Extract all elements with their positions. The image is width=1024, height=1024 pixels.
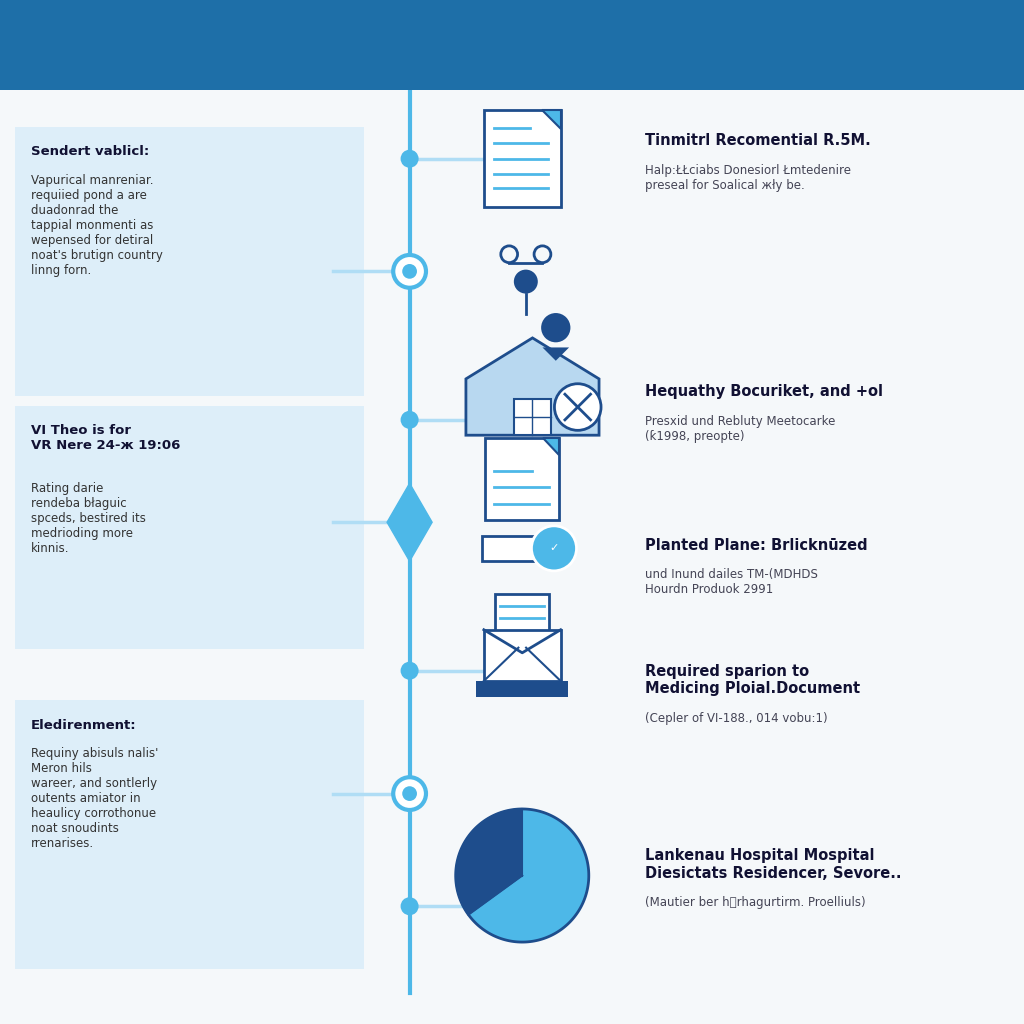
FancyBboxPatch shape xyxy=(514,398,551,435)
Text: Rating darie
rendeba błaguic
spceds, bestired its
medrioding more
kinnis.: Rating darie rendeba błaguic spceds, bes… xyxy=(31,481,145,555)
FancyBboxPatch shape xyxy=(0,0,1024,90)
Text: Requiny abisuls nalis'
Meron hils
wareer, and sontlerly
outents amiator in
heaul: Requiny abisuls nalis' Meron hils wareer… xyxy=(31,748,158,850)
Text: Application Hospital. Residency Scep -1its: Application Hospital. Residency Scep -1i… xyxy=(26,29,819,61)
Text: ✓: ✓ xyxy=(549,544,559,553)
Text: Sendert vablicl:: Sendert vablicl: xyxy=(31,145,148,158)
Text: Presxid und Rebluty Meetocarke
(ƙ1998, preopte): Presxid und Rebluty Meetocarke (ƙ1998, p… xyxy=(645,415,836,442)
Text: Hequathy Bocuriket, and +ol: Hequathy Bocuriket, and +ol xyxy=(645,384,883,399)
FancyBboxPatch shape xyxy=(476,681,568,697)
Text: Planted Plane: Brlicknūzed: Planted Plane: Brlicknūzed xyxy=(645,538,867,553)
Circle shape xyxy=(531,526,577,571)
Polygon shape xyxy=(543,438,559,455)
Circle shape xyxy=(402,264,417,279)
Polygon shape xyxy=(456,809,589,942)
FancyBboxPatch shape xyxy=(484,630,561,681)
Text: Vapurical manreniar.
requiied pond a are
duadonrad the
tappial monmenti as
wepen: Vapurical manreniar. requiied pond a are… xyxy=(31,174,163,276)
Circle shape xyxy=(402,786,417,801)
Circle shape xyxy=(400,411,419,429)
Text: (Сepler of VI-188., 014 vobu:1): (Сepler of VI-188., 014 vobu:1) xyxy=(645,712,827,725)
Text: und Inund dailes TM-(MDHDS
Hourdn Produok 2991: und Inund dailes TM-(MDHDS Hourdn Produo… xyxy=(645,568,818,596)
Circle shape xyxy=(514,269,538,294)
Text: Tinmitrl Recomential R.5M.: Tinmitrl Recomential R.5M. xyxy=(645,133,870,148)
Text: Halp:ŁŁciabs Donesiorl Łmtedenire
preseal for Soalical жły be.: Halp:ŁŁciabs Donesiorl Łmtedenire presea… xyxy=(645,164,851,191)
Text: Lankenau Hospital Mospital
Diesictats Residencer, Sevore..: Lankenau Hospital Mospital Diesictats Re… xyxy=(645,848,901,881)
FancyBboxPatch shape xyxy=(484,111,561,207)
Circle shape xyxy=(393,777,426,810)
Circle shape xyxy=(541,313,570,342)
Polygon shape xyxy=(456,809,522,914)
FancyBboxPatch shape xyxy=(15,127,364,395)
Polygon shape xyxy=(466,338,599,435)
Circle shape xyxy=(400,662,419,680)
Polygon shape xyxy=(543,347,569,360)
Circle shape xyxy=(393,255,426,288)
FancyBboxPatch shape xyxy=(485,438,559,520)
Text: Eledirenment:: Eledirenment: xyxy=(31,719,136,731)
Text: (Mautier ber h༄rhagurtirm. Proelliuls): (Mautier ber h༄rhagurtirm. Proelliuls) xyxy=(645,896,865,909)
FancyBboxPatch shape xyxy=(481,536,563,561)
Circle shape xyxy=(554,384,601,430)
Circle shape xyxy=(400,897,419,915)
Text: Required sparion to
Medicing Ploial.Document: Required sparion to Medicing Ploial.Docu… xyxy=(645,664,860,696)
FancyBboxPatch shape xyxy=(15,700,364,969)
Circle shape xyxy=(400,150,419,168)
Text: VI Theo is for
VR Nere 24-ж 19:06: VI Theo is for VR Nere 24-ж 19:06 xyxy=(31,424,180,453)
FancyBboxPatch shape xyxy=(15,406,364,649)
FancyBboxPatch shape xyxy=(496,594,549,635)
Polygon shape xyxy=(387,483,432,561)
Polygon shape xyxy=(543,111,561,129)
